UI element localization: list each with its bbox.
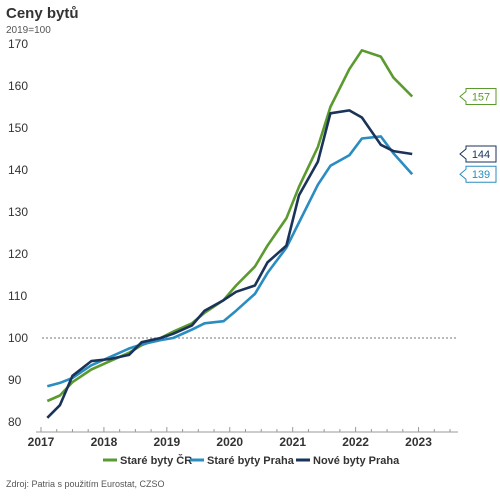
- end-label-box: [459, 165, 497, 183]
- end-label-box: [459, 145, 497, 163]
- series-line-3: [46, 109, 413, 419]
- x-tick-label: 2018: [91, 435, 118, 449]
- end-label-text: 144: [472, 149, 490, 161]
- y-tick-label: 110: [8, 289, 27, 303]
- chart-subtitle: 2019=100: [6, 25, 51, 36]
- x-tick-label: 2019: [153, 435, 180, 449]
- y-tick-label: 90: [8, 373, 22, 387]
- legend-item-3: Nové byty Praha: [296, 455, 400, 467]
- series-line-2: [46, 135, 414, 388]
- legend-item-2: Staré byty Praha: [190, 455, 295, 467]
- chart-axes: 80 90 100 110 120 130 140 150 160 170 2017 2018 2019…: [8, 37, 458, 449]
- chart-title: Ceny bytů: [6, 5, 79, 22]
- y-tick-label: 150: [8, 121, 28, 135]
- chart-end-labels: 157 139 144: [459, 88, 497, 183]
- legend-label: Staré byty ČR: [120, 454, 192, 467]
- end-label-1: 157: [459, 88, 497, 105]
- y-tick-label: 170: [8, 37, 28, 51]
- y-tick-label: 140: [8, 163, 28, 177]
- end-label-text: 139: [472, 169, 490, 181]
- end-label-text: 157: [472, 92, 490, 104]
- legend-label: Nové byty Praha: [313, 455, 400, 467]
- y-tick-label: 80: [8, 415, 22, 429]
- chart-series: [46, 49, 414, 419]
- y-tick-label: 100: [8, 331, 28, 345]
- x-tick-label: 2020: [216, 435, 243, 449]
- end-label-box: [459, 88, 497, 105]
- legend-item-1: Staré byty ČR: [103, 454, 192, 467]
- end-label-3: 144: [459, 145, 497, 163]
- x-tick-label: 2017: [28, 435, 55, 449]
- legend-label: Staré byty Praha: [207, 455, 295, 467]
- series-line-1: [46, 49, 414, 403]
- y-tick-label: 130: [8, 205, 28, 219]
- x-tick-label: 2023: [405, 435, 432, 449]
- chart-legend: Staré byty ČR Staré byty Praha Nové byty P…: [103, 454, 400, 467]
- chart-source-note: Zdroj: Patria s použitím Eurostat, CZSO: [6, 479, 165, 489]
- x-tick-label: 2022: [342, 435, 369, 449]
- y-tick-label: 120: [8, 247, 28, 261]
- end-label-2: 139: [459, 165, 497, 183]
- y-tick-label: 160: [8, 79, 28, 93]
- x-tick-label: 2021: [279, 435, 306, 449]
